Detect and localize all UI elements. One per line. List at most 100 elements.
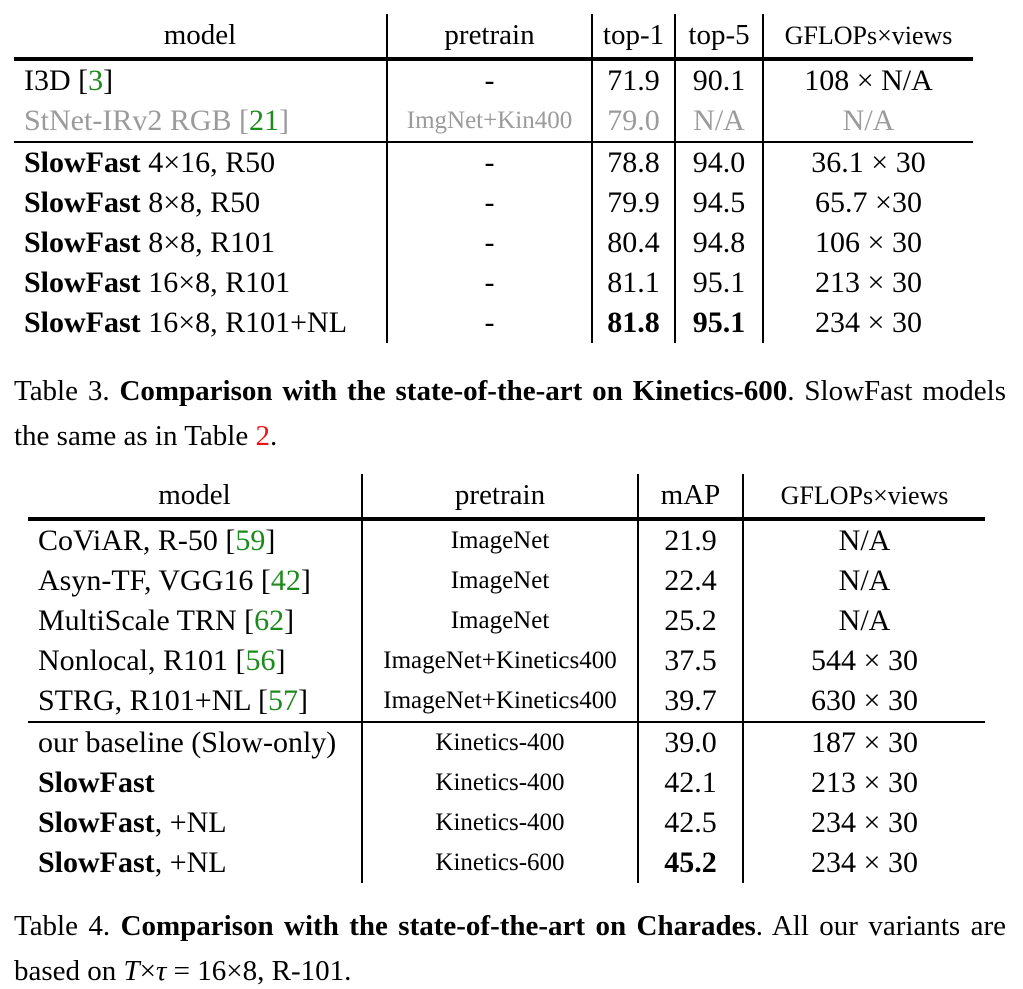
text-bold: Comparison with the state-of-the-art on …	[120, 910, 756, 942]
value-cell: 187 × 30	[742, 721, 985, 763]
value-cell: 94.5	[674, 183, 763, 223]
header-pretrain: pretrain	[361, 474, 638, 521]
value-cell: 78.8	[591, 141, 675, 183]
table-header-row: model pretrain mAP GFLOPs×views	[28, 474, 985, 521]
value-cell: 36.1 × 30	[762, 141, 973, 183]
value-cell: 79.0	[591, 101, 675, 142]
table-row: SlowFast 4×16, R50-78.8 94.0 36.1 × 30	[14, 141, 973, 183]
text: ]	[297, 684, 308, 717]
citation-link[interactable]: 59	[235, 524, 266, 557]
text-bold: SlowFast	[38, 806, 155, 839]
model-cell: STRG, R101+NL [57]	[28, 681, 362, 722]
text: ]	[279, 104, 289, 137]
kinetics600-table-body: I3D [3] -71.9 90.1 108 × N/A StNet-IRv2 RGB …	[14, 59, 973, 343]
value-cell: -	[386, 183, 592, 223]
text: ]	[275, 644, 286, 677]
text: Nonlocal, R101 [	[38, 644, 246, 677]
header-pretrain: pretrain	[386, 14, 592, 61]
table-row: STRG, R101+NL [57] ImageNet+Kinetics400 39…	[28, 681, 985, 722]
model-cell: our baseline (Slow-only)	[28, 721, 362, 763]
text: ]	[284, 604, 295, 637]
value-cell: 22.4	[637, 561, 743, 601]
value-cell: 108 × N/A	[762, 59, 973, 101]
header-map: mAP	[637, 474, 743, 521]
value-cell: 65.7 ×30	[762, 183, 973, 223]
table-row: MultiScale TRN [62] ImageNet 25.2 N/A	[28, 601, 985, 641]
math-var: T	[123, 955, 140, 987]
text-bold: SlowFast	[24, 226, 141, 259]
value-cell: 81.1	[591, 263, 675, 303]
table-row: SlowFast 16×8, R101-81.1 95.1 213 × 30	[14, 263, 973, 303]
citation-link[interactable]: 56	[245, 644, 276, 677]
text-bold: Comparison with the state-of-the-art on …	[119, 375, 788, 407]
citation-link[interactable]: 57	[267, 684, 298, 717]
text: 8×8, R50	[140, 186, 261, 219]
citation-link[interactable]: 3	[88, 64, 104, 97]
text: STRG, R101+NL [	[38, 684, 268, 717]
table-row: SlowFast, +NL Kinetics-400 42.5 234 × 30	[28, 803, 985, 843]
table-row: SlowFast Kinetics-400 42.1 213 × 30	[28, 763, 985, 803]
citation-link[interactable]: 62	[254, 604, 285, 637]
value-cell: Kinetics-400	[361, 763, 638, 803]
value-cell: 25.2	[637, 601, 743, 641]
text: , +NL	[154, 806, 227, 839]
citation-link[interactable]: 21	[249, 104, 279, 137]
value-cell: 79.9	[591, 183, 675, 223]
model-cell: SlowFast 16×8, R101	[14, 263, 387, 303]
table-ref-link[interactable]: 2	[255, 420, 270, 452]
text: 4×16, R50	[140, 146, 276, 179]
table-row: SlowFast 8×8, R101 -80.4 94.8 106 × 30	[14, 223, 973, 263]
value-cell: 39.0	[637, 721, 743, 763]
citation-link[interactable]: 42	[270, 564, 301, 597]
value-cell: -	[386, 223, 592, 263]
text: StNet-IRv2 RGB [	[24, 104, 249, 137]
value-cell: N/A	[742, 601, 985, 641]
header-gflops-views: GFLOPs×views	[762, 14, 973, 61]
charades-table-body: CoViAR, R-50 [59] ImageNet 21.9 N/A Asyn-TF,…	[28, 519, 985, 883]
value-cell: -	[386, 141, 592, 183]
value-cell: 95.1	[674, 263, 763, 303]
model-cell: Asyn-TF, VGG16 [42]	[28, 561, 362, 601]
value-cell: 90.1	[674, 59, 763, 101]
text: ×	[139, 955, 157, 987]
value-cell: 213 × 30	[742, 763, 985, 803]
text: Table 4.	[14, 910, 121, 942]
header-model: model	[14, 14, 387, 61]
text: .	[269, 420, 278, 452]
value-cell: 42.1	[637, 763, 743, 803]
text: 16×8, R101	[140, 266, 291, 299]
value-cell: 94.8	[674, 223, 763, 263]
model-cell: Nonlocal, R101 [56]	[28, 641, 362, 681]
value-cell: 234 × 30	[742, 843, 985, 883]
kinetics600-table: model pretrain top-1 top-5 GFLOPs×views …	[14, 14, 973, 343]
value-cell: Kinetics-400	[361, 721, 638, 763]
model-cell: I3D [3]	[14, 59, 387, 101]
value-cell: ImageNet+Kinetics400	[361, 641, 638, 681]
table-row: I3D [3] -71.9 90.1 108 × N/A	[14, 59, 973, 101]
value-cell: 37.5	[637, 641, 743, 681]
table-header-row: model pretrain top-1 top-5 GFLOPs×views	[14, 14, 973, 61]
table4-caption: Table 4. Comparison with the state-of-th…	[14, 904, 1006, 989]
model-cell: CoViAR, R-50 [59]	[28, 519, 362, 561]
text: our baseline (Slow-only)	[38, 726, 337, 759]
table-row: our baseline (Slow-only) Kinetics-400 39.0…	[28, 721, 985, 763]
model-cell: MultiScale TRN [62]	[28, 601, 362, 641]
text: 8×8, R101	[140, 226, 276, 259]
text: , +NL	[154, 846, 227, 879]
value-cell: 234 × 30	[762, 303, 973, 343]
value-cell: 95.1	[674, 303, 763, 343]
value-cell: 42.5	[637, 803, 743, 843]
value-cell: 80.4	[591, 223, 675, 263]
text-bold: SlowFast	[24, 146, 141, 179]
value-cell: ImageNet	[361, 519, 638, 561]
table-row: CoViAR, R-50 [59] ImageNet 21.9 N/A	[28, 519, 985, 561]
value-cell: 630 × 30	[742, 681, 985, 722]
text: . All our variants are based on	[14, 910, 1006, 987]
text-bold: SlowFast	[24, 266, 141, 299]
text: ]	[265, 524, 276, 557]
model-cell: SlowFast 16×8, R101+NL	[14, 303, 387, 343]
value-cell: 39.7	[637, 681, 743, 722]
value-cell: 106 × 30	[762, 223, 973, 263]
value-cell: 544 × 30	[742, 641, 985, 681]
text: I3D [	[24, 64, 89, 97]
